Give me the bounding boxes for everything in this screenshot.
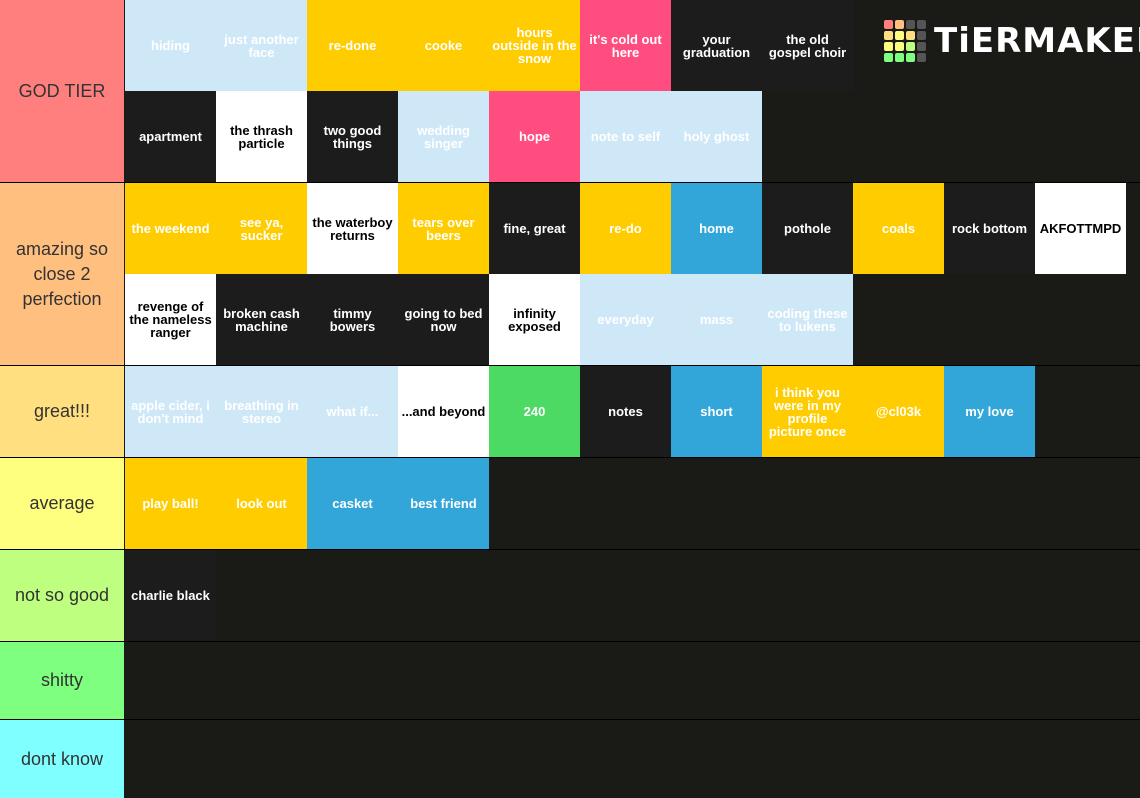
tier-items: hiding just another face re-done cooke hours… bbox=[125, 0, 1140, 182]
tier-label: average bbox=[0, 458, 124, 549]
item-tile: hours outside in the snow bbox=[489, 0, 580, 91]
logo-text: TiERMAKER bbox=[934, 21, 1140, 61]
item-tile: the thrash particle bbox=[216, 91, 307, 182]
item-tile: AKFOTTMPD bbox=[1035, 183, 1126, 274]
item-tile: my love bbox=[944, 366, 1035, 457]
tier-label: not so good bbox=[0, 550, 124, 641]
item-tile: look out bbox=[216, 458, 307, 549]
tier-label: shitty bbox=[0, 642, 124, 719]
item-row: revenge of the nameless ranger broken cas… bbox=[125, 274, 1140, 365]
item-tile: cooke bbox=[398, 0, 489, 91]
item-row: apple cider, i don't mind breathing in st… bbox=[125, 366, 1140, 457]
item-tile: note to self bbox=[580, 91, 671, 182]
item-tile: the waterboy returns bbox=[307, 183, 398, 274]
tier-items: play ball! look out casket best friend bbox=[125, 458, 1140, 549]
item-tile: hiding bbox=[125, 0, 216, 91]
item-tile: timmy bowers bbox=[307, 274, 398, 365]
item-tile: pothole bbox=[762, 183, 853, 274]
tier: great!!! apple cider, i don't mind breathi… bbox=[0, 366, 1140, 457]
item-tile: revenge of the nameless ranger bbox=[125, 274, 216, 365]
item-tile: just another face bbox=[216, 0, 307, 91]
tier-label: amazing so close 2 perfection bbox=[0, 183, 124, 365]
item-tile: rock bottom bbox=[944, 183, 1035, 274]
tier-items: charlie black bbox=[125, 550, 1140, 641]
tier-items: the weekend see ya, sucker the waterboy re… bbox=[125, 183, 1140, 365]
item-tile: it's cold out here bbox=[580, 0, 671, 91]
item-tile: ...and beyond bbox=[398, 366, 489, 457]
item-tile: charlie black bbox=[125, 550, 216, 641]
item-tile: the weekend bbox=[125, 183, 216, 274]
item-tile: apple cider, i don't mind bbox=[125, 366, 216, 457]
tier: average play ball! look out casket best frie… bbox=[0, 458, 1140, 549]
item-tile: notes bbox=[580, 366, 671, 457]
tier-items bbox=[125, 642, 1140, 719]
item-tile: hope bbox=[489, 91, 580, 182]
tier: GOD TIER hiding just another face re-done co… bbox=[0, 0, 1140, 182]
item-tile: see ya, sucker bbox=[216, 183, 307, 274]
item-tile: coding these to lukens bbox=[762, 274, 853, 365]
item-tile: the old gospel choir bbox=[762, 0, 853, 91]
tier: dont know bbox=[0, 720, 1140, 798]
item-tile: infinity exposed bbox=[489, 274, 580, 365]
tier: amazing so close 2 perfection the weekend… bbox=[0, 183, 1140, 365]
item-tile: what if... bbox=[307, 366, 398, 457]
tier-items: apple cider, i don't mind breathing in st… bbox=[125, 366, 1140, 457]
item-tile: broken cash machine bbox=[216, 274, 307, 365]
item-tile: wedding singer bbox=[398, 91, 489, 182]
item-tile: casket bbox=[307, 458, 398, 549]
item-tile: everyday bbox=[580, 274, 671, 365]
item-tile: 240 bbox=[489, 366, 580, 457]
item-tile: @cl03k bbox=[853, 366, 944, 457]
item-tile: holy ghost bbox=[671, 91, 762, 182]
item-tile: tears over beers bbox=[398, 183, 489, 274]
logo-icon bbox=[884, 20, 926, 62]
item-row: the weekend see ya, sucker the waterboy re… bbox=[125, 183, 1140, 274]
item-tile: your graduation bbox=[671, 0, 762, 91]
tier-label: dont know bbox=[0, 720, 124, 798]
tier: not so good charlie black bbox=[0, 550, 1140, 641]
item-tile: fine, great bbox=[489, 183, 580, 274]
item-tile: re-done bbox=[307, 0, 398, 91]
item-tile: i think you were in my profile picture o… bbox=[762, 366, 853, 457]
tier-label: great!!! bbox=[0, 366, 124, 457]
tier: shitty bbox=[0, 642, 1140, 719]
item-tile: mass bbox=[671, 274, 762, 365]
item-row: charlie black bbox=[125, 550, 1140, 641]
item-tile: re-do bbox=[580, 183, 671, 274]
item-tile: two good things bbox=[307, 91, 398, 182]
tier-items bbox=[125, 720, 1140, 798]
item-tile: going to bed now bbox=[398, 274, 489, 365]
tier-label: GOD TIER bbox=[0, 0, 124, 182]
item-row: hiding just another face re-done cooke hours… bbox=[125, 0, 1140, 91]
item-tile: apartment bbox=[125, 91, 216, 182]
item-tile: coals bbox=[853, 183, 944, 274]
item-tile: play ball! bbox=[125, 458, 216, 549]
item-row: apartment the thrash particle two good thi… bbox=[125, 91, 1140, 182]
item-tile: home bbox=[671, 183, 762, 274]
logo: TiERMAKER bbox=[884, 20, 1140, 62]
item-tile: short bbox=[671, 366, 762, 457]
item-row: play ball! look out casket best friend bbox=[125, 458, 1140, 549]
item-tile: best friend bbox=[398, 458, 489, 549]
item-tile: breathing in stereo bbox=[216, 366, 307, 457]
